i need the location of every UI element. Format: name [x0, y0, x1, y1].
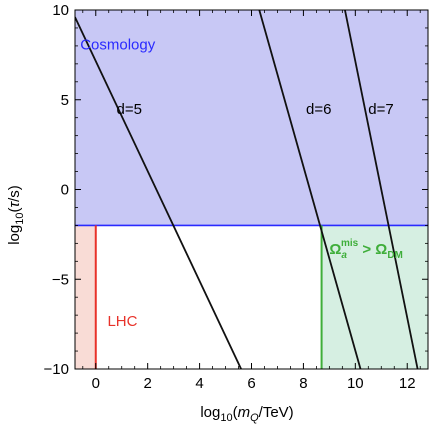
- series-line-d7: [344, 10, 419, 369]
- cosmology-region: [75, 10, 428, 226]
- dm-omega-label: Ωamis > ΩDM: [329, 238, 403, 261]
- plot-area: d=5 d=6 d=7 Cosmology LHC Ωamis > ΩDM: [75, 10, 428, 369]
- x-tick-label: 0: [92, 375, 100, 392]
- y-tick-label: 5: [61, 92, 69, 109]
- y-tick-label: 10: [52, 2, 69, 19]
- x-tick-label: 12: [399, 375, 416, 392]
- x-tick-label: 4: [195, 375, 203, 392]
- x-axis-title: log10(mQ/TeV): [200, 404, 293, 424]
- dm-region: [321, 225, 428, 369]
- x-tick-label: 10: [347, 375, 364, 392]
- dm-omega-symbol: Ω: [329, 241, 341, 258]
- lhc-label: LHC: [107, 313, 137, 330]
- axes: 0 2 4 6 8 10 12 −10 −5 0 5 10: [44, 2, 429, 392]
- x-tick-label: 8: [299, 375, 307, 392]
- series-label-d7: d=7: [368, 101, 393, 118]
- y-tick-label: −10: [44, 361, 69, 378]
- cosmology-label: Cosmology: [80, 36, 156, 53]
- series-label-d5: d=5: [117, 101, 142, 118]
- y-tick-label: 0: [61, 182, 69, 199]
- dm-sup-mis: mis: [341, 238, 359, 249]
- series-line-d5: [75, 16, 242, 369]
- series-group: [75, 10, 419, 369]
- y-tick-label: −5: [52, 271, 69, 288]
- x-tick-label: 6: [247, 375, 255, 392]
- x-tick-label: 2: [144, 375, 152, 392]
- lhc-region: [75, 225, 96, 369]
- dm-gt-omega: > Ω: [358, 241, 387, 258]
- series-label-d6: d=6: [306, 101, 331, 118]
- dm-sub-dm: DM: [387, 250, 403, 261]
- series-line-d6: [258, 10, 362, 369]
- dm-sub-a: a: [341, 250, 347, 261]
- y-axis-title: log10(τ/s): [6, 185, 26, 245]
